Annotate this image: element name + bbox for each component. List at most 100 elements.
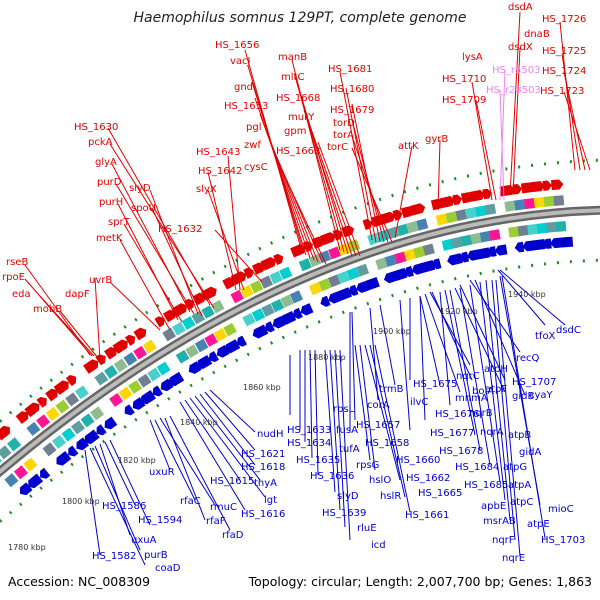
gene-label: gidA (519, 447, 541, 458)
forward-gene-arrow (409, 203, 426, 216)
gene-label: tfoX (535, 331, 556, 342)
forward-gene-arrow (162, 309, 176, 323)
blast-band-inner (4, 473, 19, 488)
kbp-label: 1880 kbp (308, 353, 346, 362)
reverse-gene-arrow (320, 295, 331, 307)
blast-band-inner (128, 380, 143, 394)
gene-label: spoU (131, 203, 156, 214)
reverse-gene-arrow (300, 303, 314, 316)
forward-gene-arrow (0, 425, 10, 441)
blast-band-outer (553, 195, 565, 207)
kbp-label: 1940 kbp (508, 290, 546, 299)
kbp-label: 1840 kbp (180, 418, 218, 427)
gene-label: manB (278, 52, 307, 63)
gene-label: HS_1677 (430, 428, 474, 439)
blast-band-inner (71, 420, 85, 435)
blast-band-inner (394, 251, 407, 264)
forward-gene-arrow (95, 354, 106, 366)
gene-label: HS_1653 (224, 101, 268, 112)
red-leader-lines (24, 11, 591, 361)
gene-label: dnaB (524, 29, 550, 40)
forward-gene-arrow (36, 396, 47, 408)
blast-band-outer (65, 392, 80, 407)
gene-label: gidB (512, 391, 534, 402)
gene-label: HS_1707 (512, 377, 556, 388)
gene-label: HS_1684 (455, 462, 499, 473)
gene-label: HS_1643 (196, 147, 240, 158)
gene-label: HS_r23503 (486, 85, 541, 96)
blast-band-inner (213, 328, 228, 342)
gene-label: atpG (503, 462, 527, 473)
gene-label: torC (327, 142, 348, 153)
blast-band-outer (172, 321, 186, 336)
gene-label: HS_1658 (365, 438, 409, 449)
gene-label: bolA (472, 386, 494, 397)
reverse-gene-arrow (514, 241, 525, 253)
reverse-gene-arrow (28, 473, 44, 489)
blue-leader-lines (84, 269, 566, 566)
blast-band-inner (204, 333, 218, 347)
gene-label: mltC (281, 72, 304, 83)
gene-label: HS_1725 (542, 46, 586, 57)
gene-label: rluE (357, 523, 377, 534)
kbp-label: 1780 kbp (8, 543, 46, 552)
reverse-gene-arrow (140, 389, 157, 405)
gene-label: mobB (33, 304, 62, 315)
blast-band-outer (465, 207, 477, 219)
blast-band-inner (261, 303, 275, 317)
gene-label: HS_1662 (406, 473, 450, 484)
gene-label: nqrE (502, 553, 525, 564)
gene-label: HS_1630 (74, 122, 118, 133)
blast-band-outer (416, 218, 429, 231)
reverse-gene-arrow (224, 339, 241, 354)
kbp-label: 1900 kbp (373, 327, 411, 336)
gene-label: HS_1618 (241, 462, 285, 473)
blast-band-inner (451, 236, 464, 249)
gene-label: HS_1661 (405, 510, 449, 521)
reverse-gene-arrow (419, 259, 436, 273)
blast-band-inner (517, 224, 529, 237)
gene-label: nqrB (469, 408, 493, 419)
forward-gene-arrow (273, 253, 284, 266)
blast-band-outer (396, 223, 409, 237)
gene-label: rfaC (180, 496, 201, 507)
gene-label: atpB (508, 430, 531, 441)
blast-band-inner (337, 270, 351, 284)
gene-label: purB (144, 550, 168, 561)
blast-band-outer (455, 209, 468, 222)
gene-label: HS_1621 (241, 449, 285, 460)
reverse-gene-arrow (292, 307, 303, 320)
gene-label: gyrB (425, 134, 448, 145)
gene-label: HS_1678 (439, 446, 483, 457)
blast-band-outer (328, 246, 341, 260)
reverse-gene-arrow (557, 236, 574, 248)
blast-band-outer (435, 213, 448, 226)
reverse-gene-arrow (168, 371, 185, 387)
gene-label: fusA (336, 425, 358, 436)
blast-band-outer (142, 339, 157, 354)
blast-band-outer (543, 195, 555, 207)
blast-band-outer (7, 437, 22, 452)
blast-band-inner (308, 282, 322, 296)
reverse-gene-arrow (19, 482, 33, 496)
gene-label: rpoE (2, 272, 25, 283)
gene-label: HS_1681 (328, 64, 372, 75)
gene-label: HS_1680 (330, 84, 374, 95)
blast-band-outer (123, 352, 138, 366)
gene-label: rpsL (333, 404, 355, 415)
gene-label: HS_1709 (442, 95, 486, 106)
blast-band-inner (137, 373, 152, 388)
gene-label: uvrB (89, 275, 112, 286)
reverse-gene-arrow (124, 404, 135, 416)
reverse-gene-arrow (474, 247, 491, 260)
blast-band-outer (406, 220, 419, 234)
reverse-gene-arrow (76, 437, 90, 451)
gene-label: rpsG (356, 460, 379, 471)
blast-band-inner (460, 234, 473, 247)
gene-label: HS_1636 (310, 471, 354, 482)
gene-label: HS_1633 (287, 425, 331, 436)
blast-band-inner (51, 434, 67, 449)
reverse-gene-arrow (264, 321, 275, 333)
gene-label: HS_1723 (540, 86, 584, 97)
